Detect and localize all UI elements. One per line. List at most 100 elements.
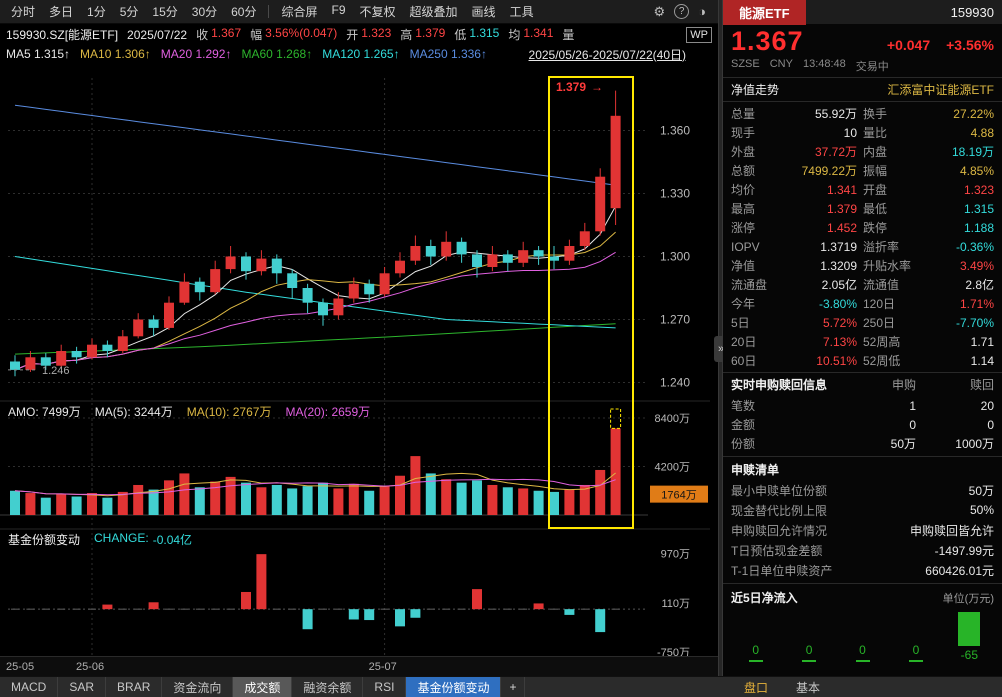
date-label: 2025/07/22	[127, 27, 188, 42]
toolbar-menu-button[interactable]: 综合屏	[281, 5, 318, 19]
arrow-right-icon: →	[591, 80, 604, 94]
period-button[interactable]: 多日	[49, 5, 74, 19]
period-button[interactable]: 60分	[231, 5, 257, 19]
flow-zero-value: 0	[912, 643, 920, 657]
flow-day: -65	[943, 607, 996, 665]
settings-gear-icon[interactable]: ⚙	[653, 4, 666, 19]
stat-label: 振幅	[863, 164, 888, 178]
stat-row: 涨停 1.452 跌停 1.188	[731, 218, 994, 237]
stat-label: 换手	[863, 107, 888, 121]
stat-value: -3.80%	[818, 296, 857, 311]
ma-value: MA120 1.265↑	[322, 47, 400, 61]
symbol-label: 159930.SZ[能源ETF]	[6, 28, 119, 42]
indicator-tab-brar[interactable]: BRAR	[106, 677, 163, 697]
date-range-selector[interactable]: 2025/05/26-2025/07/22(40日)	[528, 47, 686, 62]
stat-value: 27.22%	[953, 106, 994, 121]
ma-values: MA5 1.315↑ MA10 1.306↑ MA20 1.292↑ MA60 1.2…	[6, 47, 487, 61]
subscription-rows: 笔数 1 20 金额 0 0 份额 50万 1000万	[723, 396, 1002, 453]
stat-row: 现手 10 量比 4.88	[731, 123, 994, 142]
stat-label: 20日	[731, 335, 757, 349]
indicator-tab-融资余额[interactable]: 融资余额	[292, 677, 364, 697]
subscription-list-rows: 最小申赎单位份额 50万 现金替代比例上限 50% 申购赎回允许情况 申购赎回皆允许 T日预…	[723, 480, 1002, 580]
period-button[interactable]: 30分	[191, 5, 218, 19]
indicator-tab-+[interactable]: +	[501, 677, 526, 697]
indicator-tab-基金份额变动[interactable]: 基金份额变动	[406, 677, 502, 697]
stat-row: 外盘 37.72万 内盘 18.19万	[731, 142, 994, 161]
toolbar-menu-button[interactable]: F9	[331, 3, 346, 17]
indicator-tab-成交额[interactable]: 成交额	[233, 677, 293, 697]
indicator-tab-资金流向[interactable]: 资金流向	[162, 677, 234, 697]
subscription-redeem-value: 20	[980, 398, 994, 413]
stat-label: 250日	[863, 316, 896, 330]
etf-name-badge[interactable]: 能源ETF	[723, 0, 806, 25]
svg-text:1.270: 1.270	[660, 313, 690, 327]
fund-full-name[interactable]: 汇添富中证能源ETF	[887, 83, 994, 97]
ma-value: MA5 1.315↑	[6, 47, 71, 61]
realtime-subscription-header: 实时申购赎回信息 申购 赎回	[723, 372, 1002, 396]
display-mode-icon[interactable]: ◑	[698, 4, 706, 19]
stat-row: 均价 1.341 开盘 1.323	[731, 180, 994, 199]
toolbar-menu-button[interactable]: 画线	[471, 5, 496, 19]
stat-value: 5.72%	[822, 315, 857, 330]
exchange-label: SZSE	[731, 58, 760, 70]
toolbar-icons: ⚙? ◑	[653, 4, 714, 19]
stat-value: 1.71%	[959, 296, 994, 311]
etf-code: 159930	[950, 4, 994, 20]
stat-label: 最高	[731, 202, 756, 216]
month-label: 25-06	[76, 661, 105, 673]
stat-label: 120日	[863, 297, 896, 311]
subscription-row: 笔数 1 20	[723, 396, 1002, 415]
stat-value: -0.36%	[955, 239, 994, 254]
stat-value: 7.13%	[822, 334, 857, 349]
flow-zero-value: 0	[752, 643, 760, 657]
list-row-label: T日预估现金差额	[731, 543, 823, 558]
svg-text:1.246: 1.246	[42, 365, 70, 377]
indicator-tab-rsi[interactable]: RSI	[363, 677, 407, 697]
period-button[interactable]: 15分	[152, 5, 178, 19]
candlestick-chart[interactable]: 1.360 1.330 1.300 1.270 1.240 1.246 8400万 4200万…	[0, 63, 718, 656]
indicator-tab-macd[interactable]: MACD	[0, 677, 59, 697]
svg-text:1.240: 1.240	[660, 376, 690, 390]
quote-field-label: 收	[196, 28, 209, 42]
nav-trend-link[interactable]: 净值走势	[731, 83, 780, 97]
indicator-tab-sar[interactable]: SAR	[58, 677, 107, 697]
chart-canvas[interactable]: 1.360 1.330 1.300 1.270 1.240 1.246 8400万 4200万…	[0, 63, 718, 656]
stat-row: 今年 -3.80% 120日 1.71%	[731, 294, 994, 313]
stat-row: 净值 1.3209 升贴水率 3.49%	[731, 256, 994, 275]
stat-row: 20日 7.13% 52周高 1.71	[731, 332, 994, 351]
toolbar-menu-button[interactable]: 超级叠加	[409, 5, 458, 19]
period-button[interactable]: 分时	[11, 5, 36, 19]
toolbar-menu-button[interactable]: 不复权	[359, 5, 396, 19]
list-row-label: T-1日单位申赎资产	[731, 563, 833, 578]
quote-field: 收 1.367	[196, 26, 241, 43]
toolbar-menu-button[interactable]: 工具	[509, 5, 534, 19]
quote-field-value: 1.323	[361, 26, 392, 40]
stat-value: 1.3719	[820, 239, 857, 254]
stat-value: 1.452	[826, 220, 857, 235]
stat-row: 5日 5.72% 250日 -7.70%	[731, 313, 994, 332]
flow-baseline-tick	[802, 660, 817, 662]
stat-row: 流通盘 2.05亿 流通值 2.8亿	[731, 275, 994, 294]
stat-value: 18.19万	[951, 145, 994, 159]
stat-row: 最高 1.379 最低 1.315	[731, 199, 994, 218]
list-row: 最小申赎单位份额 50万	[723, 480, 1002, 500]
stats-grid: 总量 55.92万 换手 27.22% 现手 10 量比 4.88 外盘 37.72万 内盘 18.1…	[723, 102, 1002, 370]
subscription-row-label: 份额	[731, 437, 756, 451]
panel-tab[interactable]: 基本	[796, 680, 821, 695]
quote-field: 低 1.315	[454, 26, 499, 43]
stat-value: 37.72万	[814, 145, 857, 159]
top-toolbar: 分时 多日 1分 5分 15分 30分 60分 综合屏 F9 不复权 超级叠加 画线 工具 ⚙? ◑	[0, 0, 718, 24]
svg-text:1.360: 1.360	[660, 124, 690, 138]
period-button[interactable]: 5分	[119, 5, 139, 19]
ma-value: MA60 1.268↑	[241, 47, 313, 61]
period-button[interactable]: 1分	[87, 5, 106, 19]
subscription-buy-value: 1	[909, 398, 916, 413]
help-icon[interactable]: ?	[674, 4, 690, 19]
flow-day: 0	[729, 607, 782, 665]
wp-badge[interactable]: WP	[686, 26, 712, 43]
stat-label: 均价	[731, 183, 756, 197]
subscription-redeem-value: 0	[987, 417, 994, 432]
stat-value: 10.51%	[816, 353, 857, 368]
quote-field-label: 幅	[250, 28, 263, 42]
panel-tab[interactable]: 盘口	[744, 680, 769, 695]
